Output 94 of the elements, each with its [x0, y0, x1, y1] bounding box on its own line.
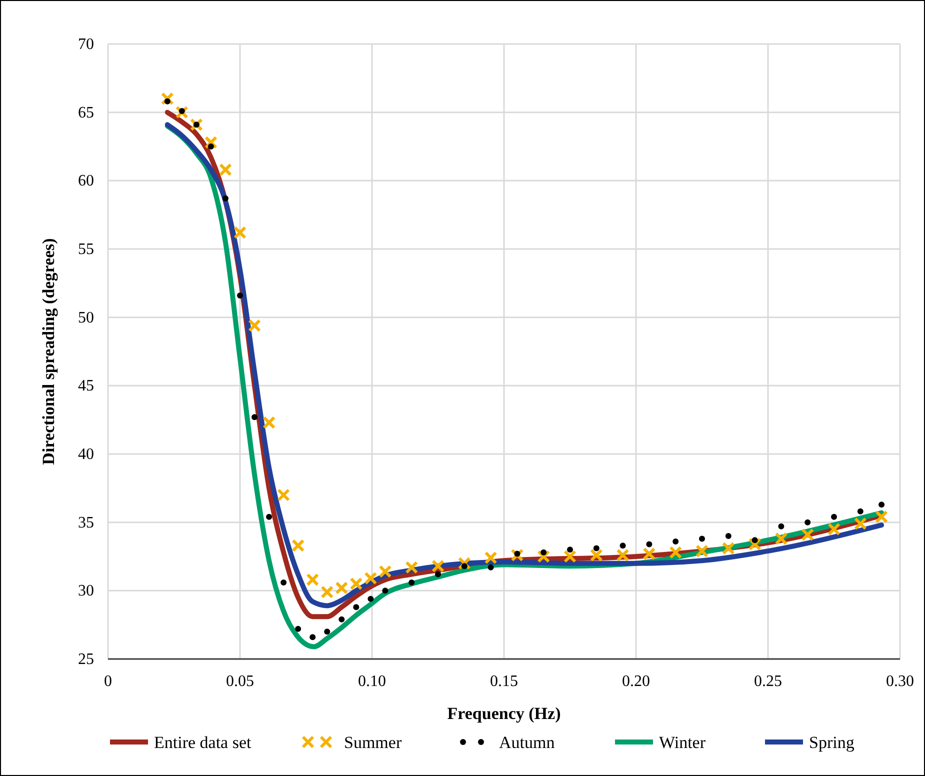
point — [405, 560, 418, 574]
legend-label: Summer — [344, 733, 402, 752]
point — [252, 414, 258, 420]
point — [364, 572, 378, 585]
y-tick-label: 70 — [78, 36, 94, 53]
y-tick-label: 50 — [78, 309, 94, 326]
point — [295, 626, 302, 632]
y-tick-label: 30 — [78, 582, 94, 600]
point — [857, 508, 864, 514]
point — [831, 514, 837, 520]
point — [875, 510, 888, 524]
point — [193, 122, 200, 128]
y-tick-label: 40 — [78, 446, 94, 463]
point — [725, 533, 732, 539]
point — [774, 532, 788, 546]
point — [510, 548, 524, 562]
point — [646, 541, 652, 548]
y-axis-title: Directional spreading (degrees) — [39, 238, 58, 465]
point — [204, 136, 218, 149]
point — [175, 106, 188, 119]
point — [748, 538, 762, 551]
y-tick-label: 35 — [78, 514, 94, 532]
point — [218, 163, 232, 176]
point — [310, 634, 316, 640]
legend-label: Entire data set — [154, 733, 252, 752]
point — [234, 226, 246, 240]
point — [620, 542, 626, 549]
x-tick-label: 0.30 — [886, 673, 914, 690]
legend-label: Spring — [809, 733, 855, 752]
point — [368, 596, 374, 602]
point — [160, 92, 174, 106]
point — [338, 616, 345, 622]
y-tick-label: 60 — [78, 172, 94, 190]
point — [378, 565, 392, 578]
legend-label: Winter — [659, 733, 706, 752]
point — [672, 538, 679, 544]
point — [828, 522, 840, 536]
point — [804, 519, 811, 526]
x-tick-label: 0.20 — [622, 673, 650, 690]
x-tick-label: 0.05 — [226, 673, 254, 690]
point — [208, 144, 214, 150]
point — [484, 551, 498, 564]
legend-label: Autumn — [499, 733, 556, 752]
point — [696, 544, 708, 558]
point — [335, 581, 348, 594]
point — [514, 550, 520, 557]
point — [324, 628, 330, 635]
point — [262, 416, 276, 430]
point — [435, 571, 441, 578]
x-tick-label: 0.15 — [490, 673, 518, 690]
y-tick-label: 65 — [78, 104, 94, 122]
point — [458, 556, 471, 570]
point — [277, 488, 290, 502]
point — [801, 528, 814, 542]
point — [564, 550, 576, 563]
point — [567, 546, 573, 553]
point — [752, 537, 758, 544]
point — [854, 517, 867, 530]
point — [248, 319, 262, 332]
point — [353, 604, 360, 610]
point — [669, 546, 682, 559]
point — [190, 118, 203, 132]
x-tick-label: 0.10 — [358, 673, 386, 690]
point — [593, 545, 600, 552]
point — [432, 560, 444, 573]
point — [778, 523, 784, 530]
point — [237, 292, 243, 298]
point — [878, 502, 885, 508]
x-tick-label: 0.25 — [754, 673, 782, 690]
point — [320, 586, 334, 599]
point — [306, 573, 320, 586]
point — [280, 579, 287, 586]
point — [488, 564, 494, 570]
point — [461, 563, 468, 570]
point — [292, 539, 305, 552]
point — [178, 108, 185, 114]
point — [408, 579, 415, 586]
y-tick-label: 45 — [78, 378, 94, 395]
point — [590, 548, 603, 562]
point — [642, 547, 656, 560]
point — [699, 536, 705, 542]
point — [382, 588, 388, 594]
point — [350, 577, 363, 590]
point — [266, 514, 272, 520]
point — [616, 548, 630, 562]
point — [722, 542, 735, 555]
point — [540, 549, 547, 556]
x-axis-title: Frequency (Hz) — [447, 704, 561, 723]
x-tick-label: 0 — [104, 673, 112, 690]
point — [537, 550, 550, 563]
y-tick-label: 55 — [78, 241, 94, 258]
y-tick-label: 25 — [78, 651, 94, 668]
point — [222, 195, 228, 202]
point — [164, 98, 170, 104]
